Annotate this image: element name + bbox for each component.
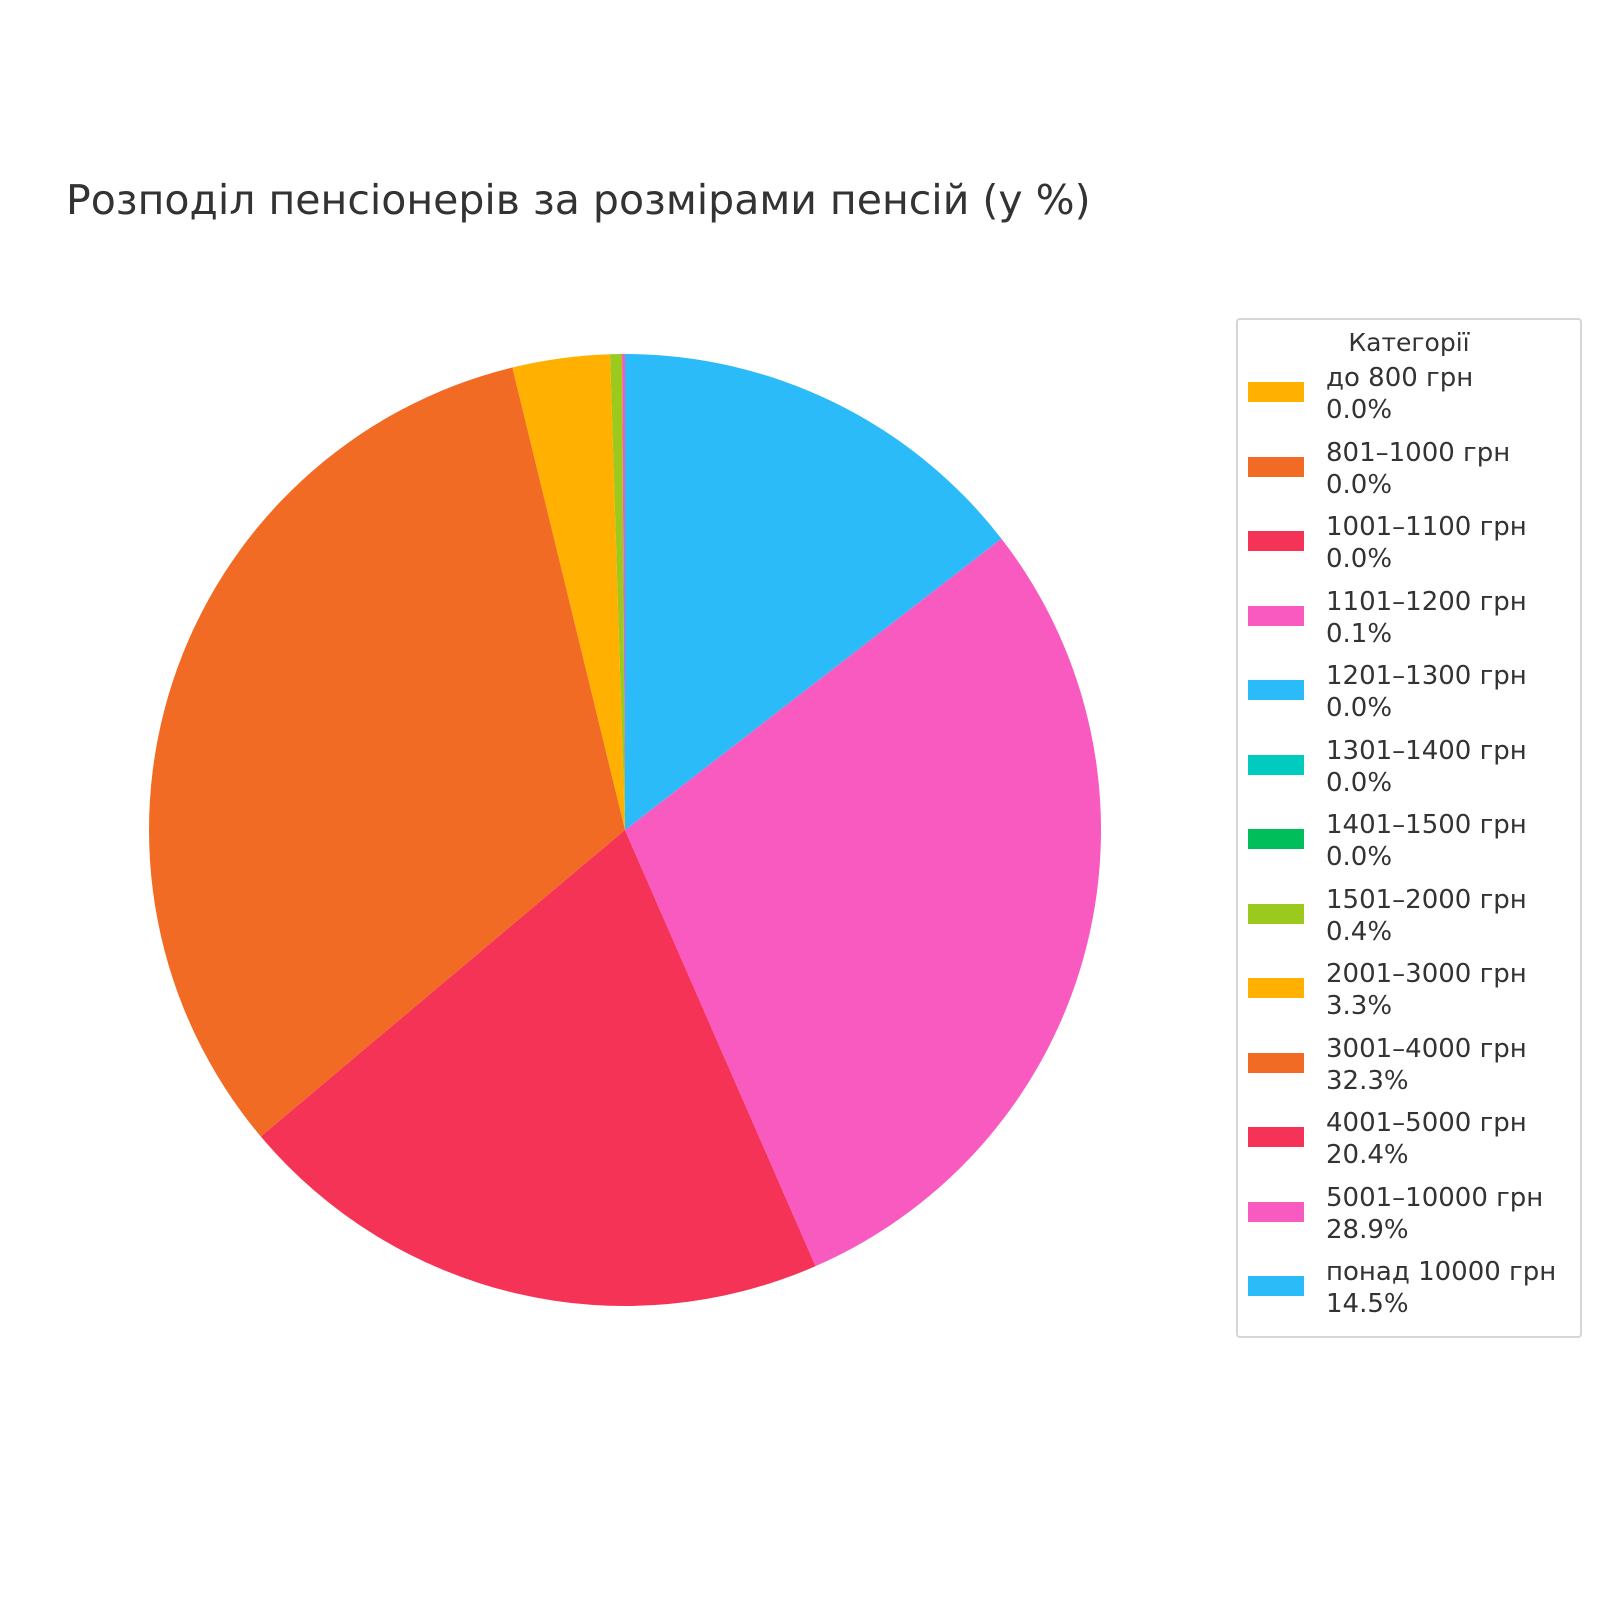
legend-swatch bbox=[1248, 680, 1304, 700]
legend-percent: 0.0% bbox=[1326, 767, 1393, 798]
legend-percent: 0.0% bbox=[1326, 544, 1393, 574]
legend-swatch bbox=[1248, 978, 1304, 998]
legend-label: 1101–1200 грн 0.1% bbox=[1326, 586, 1527, 650]
pie-slice-9 bbox=[148, 367, 625, 1137]
pie-slice-8 bbox=[512, 354, 625, 830]
pie-slice-7 bbox=[610, 354, 625, 830]
legend-label: понад 10000 грн 14.5% bbox=[1326, 1256, 1556, 1320]
legend-percent: 0.0% bbox=[1326, 395, 1393, 425]
legend-category: 4001–5000 грн bbox=[1326, 1108, 1527, 1138]
legend-category: 801–1000 грн bbox=[1326, 437, 1511, 468]
legend-label: 3001–4000 грн 32.3% bbox=[1326, 1033, 1527, 1097]
legend-category: 5001–10000 грн bbox=[1326, 1182, 1544, 1213]
legend-item: 801–1000 грн 0.0% bbox=[1238, 437, 1580, 512]
legend-swatch bbox=[1248, 382, 1304, 402]
legend-category: 1101–1200 грн bbox=[1326, 586, 1527, 617]
legend-category: 3001–4000 грн bbox=[1326, 1033, 1527, 1064]
legend-label: 1001–1100 грн 0.0% bbox=[1326, 511, 1527, 575]
legend-swatch bbox=[1248, 1052, 1304, 1073]
chart-title: Розподіл пенсіонерів за розмірами пенсій… bbox=[66, 176, 1091, 224]
legend-label: до 800 грн 0.0% bbox=[1326, 362, 1473, 426]
legend-item: 2001–3000 грн 3.3% bbox=[1238, 958, 1580, 1033]
legend-item: 1501–2000 грн 0.4% bbox=[1238, 884, 1580, 959]
legend-percent: 0.0% bbox=[1326, 842, 1393, 872]
legend-label: 1201–1300 грн 0.0% bbox=[1326, 660, 1527, 724]
legend-swatch bbox=[1248, 1201, 1304, 1222]
pie-slice-11 bbox=[625, 538, 1102, 1267]
legend-percent: 3.3% bbox=[1326, 991, 1393, 1021]
legend-items: до 800 грн 0.0% 801–1000 грн 0.0% 1001–1100 … bbox=[1238, 362, 1580, 1331]
legend-label: 4001–5000 грн 20.4% bbox=[1326, 1107, 1527, 1171]
legend-label: 1401–1500 грн 0.0% bbox=[1326, 809, 1527, 873]
legend-category: 1501–2000 грн bbox=[1326, 884, 1527, 915]
legend-item: 1001–1100 грн 0.0% bbox=[1238, 511, 1580, 586]
legend-item: 1401–1500 грн 0.0% bbox=[1238, 809, 1580, 884]
legend-percent: 20.4% bbox=[1326, 1140, 1409, 1170]
legend-label: 801–1000 грн 0.0% bbox=[1326, 437, 1510, 501]
legend-item: 1101–1200 грн 0.1% bbox=[1238, 586, 1580, 661]
legend-category: до 800 грн bbox=[1326, 363, 1474, 393]
legend-percent: 28.9% bbox=[1326, 1214, 1409, 1245]
legend-category: 2001–3000 грн bbox=[1326, 959, 1527, 989]
legend-item: 3001–4000 грн 32.3% bbox=[1238, 1033, 1580, 1108]
legend-item: 5001–10000 грн 28.9% bbox=[1238, 1182, 1580, 1257]
legend-swatch bbox=[1248, 456, 1304, 477]
legend-item: 4001–5000 грн 20.4% bbox=[1238, 1107, 1580, 1182]
legend-title: Категорії bbox=[1348, 328, 1470, 357]
legend-item: 1301–1400 грн 0.0% bbox=[1238, 735, 1580, 810]
legend-percent: 14.5% bbox=[1326, 1289, 1409, 1319]
legend-item: понад 10000 грн 14.5% bbox=[1238, 1256, 1580, 1331]
legend-percent: 0.0% bbox=[1326, 693, 1393, 723]
legend-category: 1001–1100 грн bbox=[1326, 512, 1527, 542]
legend-category: 1301–1400 грн bbox=[1326, 735, 1527, 766]
legend-percent: 32.3% bbox=[1326, 1065, 1409, 1096]
legend-item: до 800 грн 0.0% bbox=[1238, 362, 1580, 437]
legend-label: 1501–2000 грн 0.4% bbox=[1326, 884, 1527, 948]
legend-swatch bbox=[1248, 829, 1304, 849]
pie-slice-12 bbox=[625, 354, 1002, 830]
legend-item: 1201–1300 грн 0.0% bbox=[1238, 660, 1580, 735]
pie-slice-10 bbox=[260, 830, 816, 1306]
pie-slice-3 bbox=[622, 354, 625, 830]
legend: Категорії до 800 грн 0.0% 801–1000 грн 0.0%… bbox=[1236, 318, 1582, 1338]
legend-label: 1301–1400 грн 0.0% bbox=[1326, 735, 1527, 799]
legend-category: 1401–1500 грн bbox=[1326, 810, 1527, 840]
legend-label: 5001–10000 грн 28.9% bbox=[1326, 1182, 1543, 1246]
legend-swatch bbox=[1248, 754, 1304, 775]
legend-swatch bbox=[1248, 903, 1304, 924]
legend-percent: 0.0% bbox=[1326, 469, 1393, 500]
legend-percent: 0.4% bbox=[1326, 916, 1393, 947]
legend-swatch bbox=[1248, 531, 1304, 551]
legend-swatch bbox=[1248, 605, 1304, 626]
legend-category: 1201–1300 грн bbox=[1326, 661, 1527, 691]
legend-percent: 0.1% bbox=[1326, 618, 1393, 649]
legend-label: 2001–3000 грн 3.3% bbox=[1326, 958, 1527, 1022]
legend-swatch bbox=[1248, 1127, 1304, 1147]
legend-category: понад 10000 грн bbox=[1326, 1257, 1557, 1287]
legend-swatch bbox=[1248, 1276, 1304, 1296]
